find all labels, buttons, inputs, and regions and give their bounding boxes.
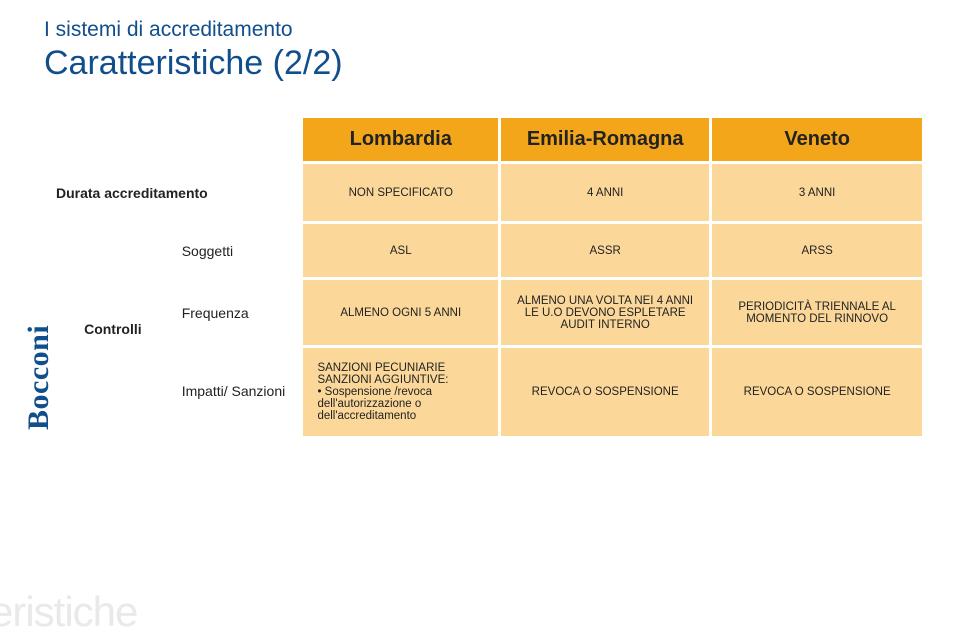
row-durata: Durata accreditamento NON SPECIFICATO 4 … [52, 163, 922, 223]
rowlabel-impatti: Impatti/ Sanzioni [178, 347, 304, 437]
cell-frequenza-veneto: PERIODICITÀ TRIENNALE AL MOMENTO DEL RIN… [711, 279, 922, 347]
row-frequenza: Frequenza ALMENO OGNI 5 ANNI ALMENO UNA … [52, 279, 922, 347]
table-header-row: Lombardia Emilia-Romagna Veneto [52, 118, 922, 163]
cell-soggetti-emilia: ASSR [500, 223, 711, 279]
header-blank [52, 118, 303, 163]
cell-frequenza-lombardia: ALMENO OGNI 5 ANNI [303, 279, 499, 347]
cell-durata-veneto: 3 ANNI [711, 163, 922, 223]
col-header-veneto: Veneto [711, 118, 922, 163]
cell-durata-lombardia: NON SPECIFICATO [303, 163, 499, 223]
rowlabel-controlli: Controlli [52, 223, 178, 437]
row-impatti: Impatti/ Sanzioni SANZIONI PECUNIARIE SA… [52, 347, 922, 437]
col-header-lombardia: Lombardia [303, 118, 499, 163]
data-table: Lombardia Emilia-Romagna Veneto Durata a… [52, 118, 922, 436]
row-soggetti: Controlli Soggetti ASL ASSR ARSS [52, 223, 922, 279]
cell-frequenza-emilia: ALMENO UNA VOLTA NEI 4 ANNI LE U.O DEVON… [500, 279, 711, 347]
table-area: Lombardia Emilia-Romagna Veneto Durata a… [52, 118, 922, 436]
cell-impatti-lombardia: SANZIONI PECUNIARIE SANZIONI AGGIUNTIVE:… [303, 347, 499, 437]
cell-impatti-emilia: REVOCA O SOSPENSIONE [500, 347, 711, 437]
rowlabel-durata: Durata accreditamento [52, 163, 303, 223]
rowlabel-soggetti: Soggetti [178, 223, 304, 279]
title-block: I sistemi di accreditamento Caratteristi… [44, 18, 343, 83]
rowlabel-frequenza: Frequenza [178, 279, 304, 347]
brand-vertical: Bocconi [22, 325, 56, 430]
slide: eristiche I sistemi di accreditamento Ca… [0, 0, 960, 630]
ghost-watermark: eristiche [0, 588, 137, 636]
title-small: I sistemi di accreditamento [44, 18, 343, 42]
cell-durata-emilia: 4 ANNI [500, 163, 711, 223]
cell-impatti-veneto: REVOCA O SOSPENSIONE [711, 347, 922, 437]
col-header-emilia: Emilia-Romagna [500, 118, 711, 163]
cell-soggetti-veneto: ARSS [711, 223, 922, 279]
cell-soggetti-lombardia: ASL [303, 223, 499, 279]
title-large: Caratteristiche (2/2) [44, 44, 343, 83]
